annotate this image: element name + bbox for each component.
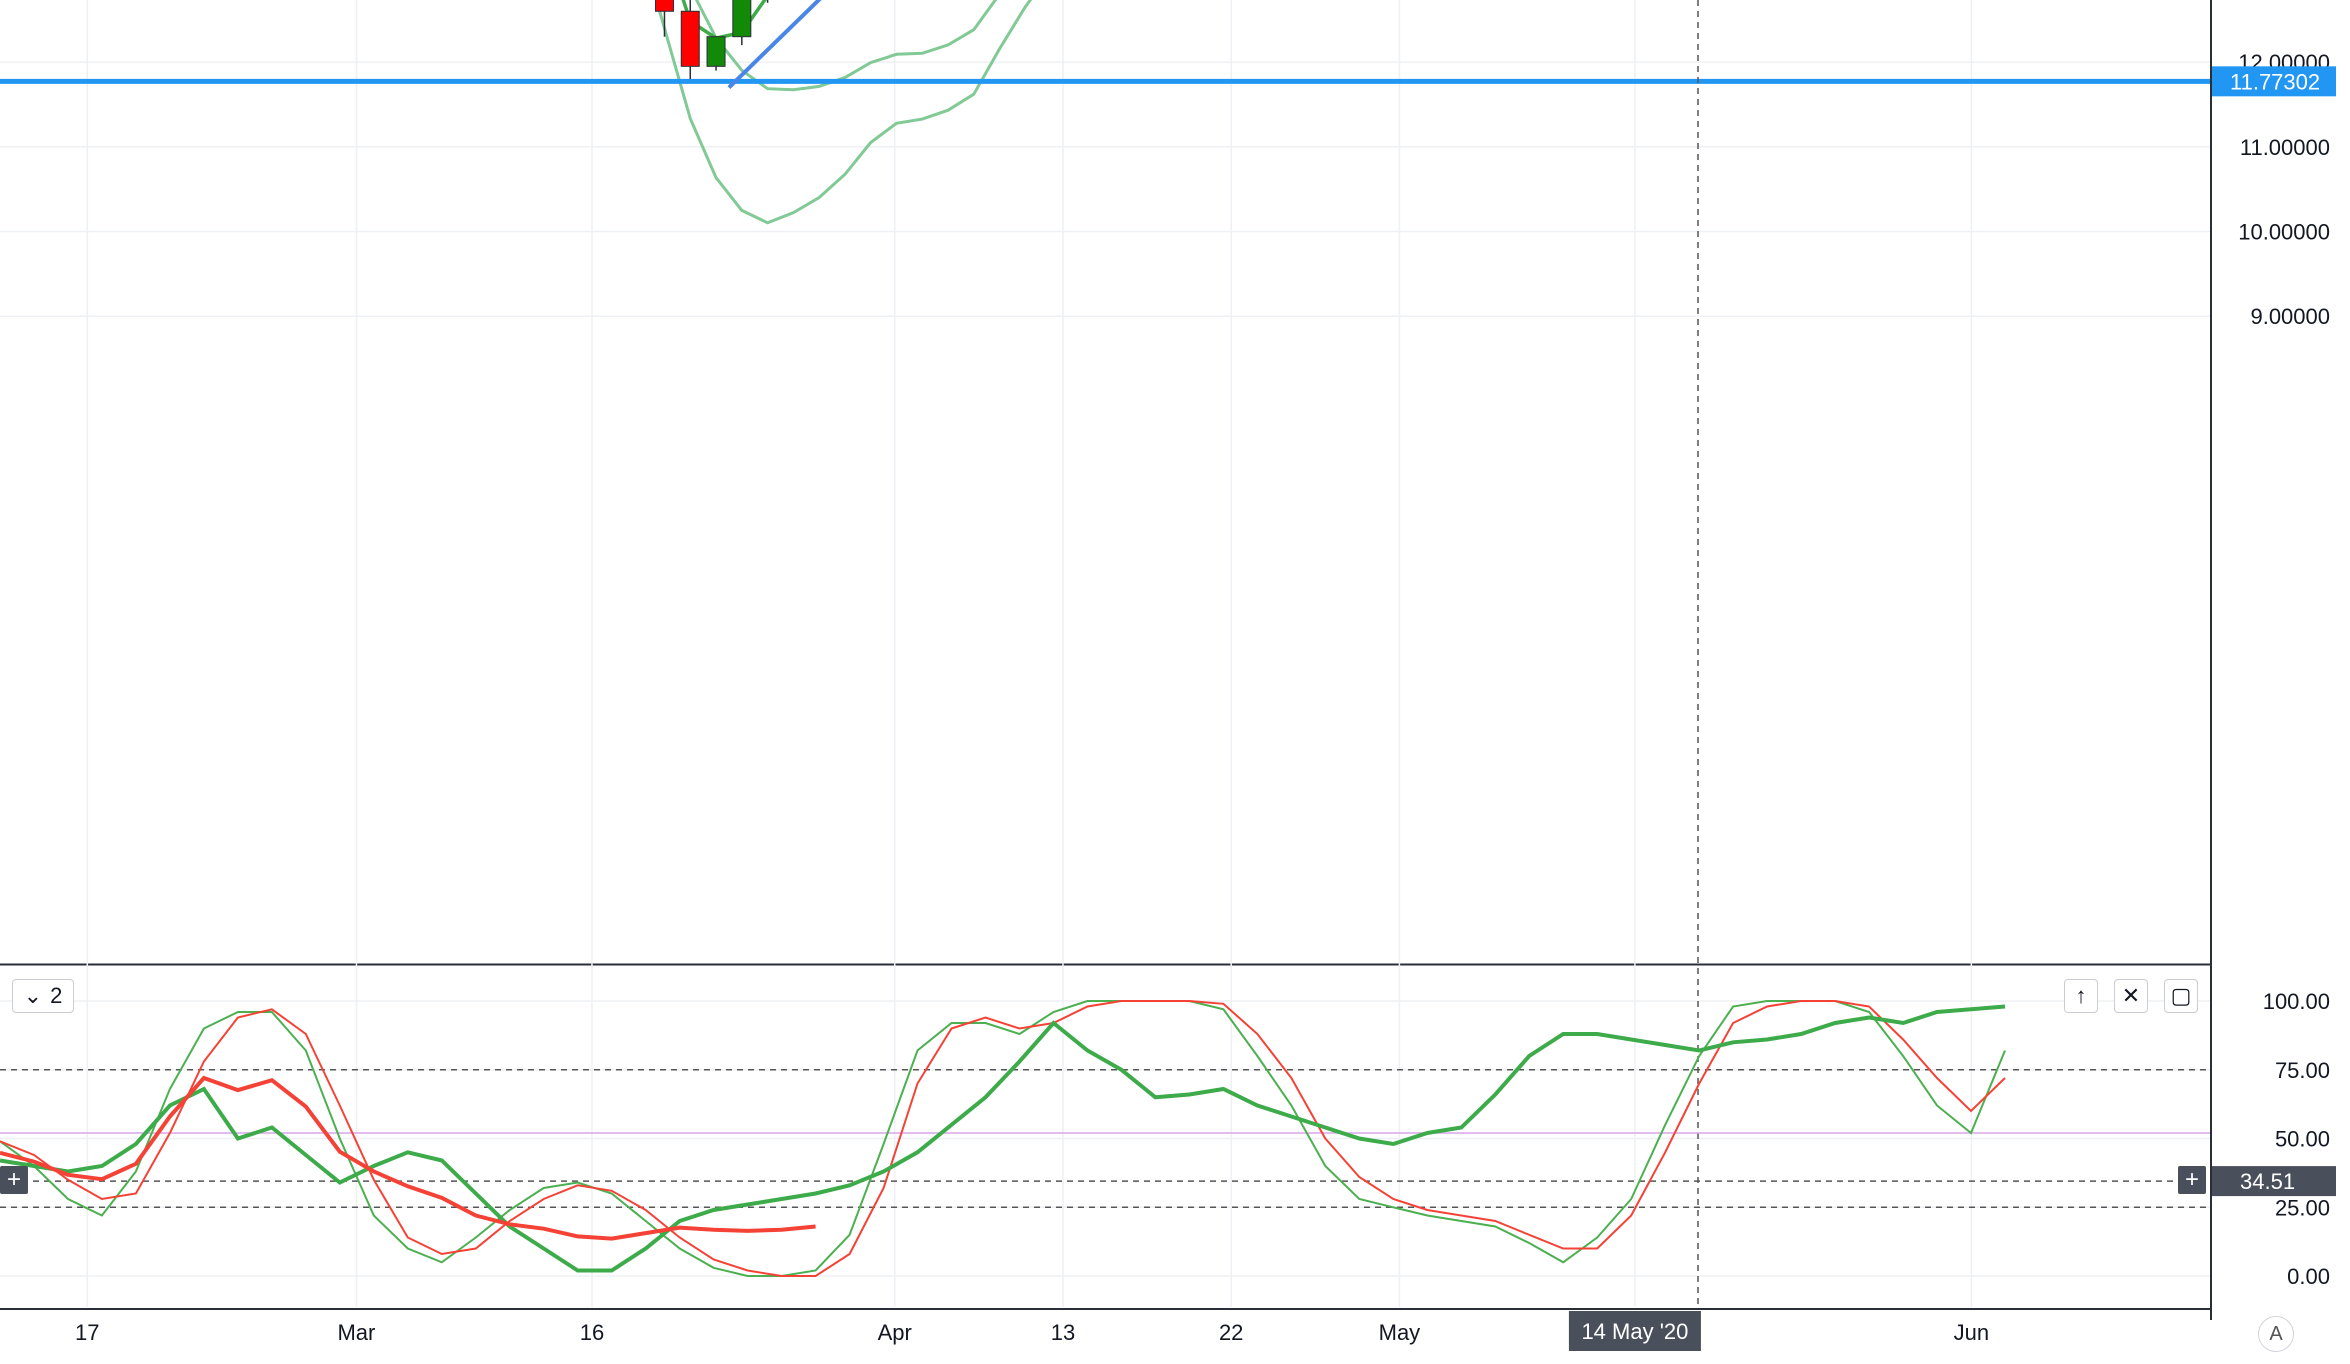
arrow-up-icon: ↑ <box>2075 983 2087 1008</box>
time-tick-label: Mar <box>337 1320 375 1345</box>
price-tick-label: 10.00000 <box>2238 220 2330 245</box>
candle-up <box>706 36 726 67</box>
oscillator-legend[interactable]: ⌄ 2 <box>12 979 74 1013</box>
oscillator: 100.00 75.00 50.00 25.00 0.00 34.51 <box>0 989 2336 1289</box>
candle-down <box>680 10 700 67</box>
candle-up <box>732 0 752 38</box>
trend-line-1 <box>727 0 822 89</box>
oscillator-tick-label: 100.00 <box>2263 989 2330 1014</box>
stoch-d-line <box>0 1000 2006 1277</box>
maximize-pane-button[interactable]: ▢ <box>2164 979 2198 1013</box>
price-label-badge <box>2212 66 2336 97</box>
price-tick-label: 11.00000 <box>2240 135 2330 160</box>
time-axis: 17 Mar 16 Apr 13 22 May 14 May '20 Jun <box>75 1311 1989 1351</box>
time-tick-label: 22 <box>1219 1320 1243 1345</box>
auto-scale-button[interactable]: A <box>2258 1316 2294 1352</box>
close-pane-button[interactable]: ✕ <box>2114 979 2148 1013</box>
plus-icon: + <box>2184 1166 2199 1193</box>
crosshair-date-text: 14 May '20 <box>1581 1319 1688 1344</box>
time-tick-label: Jun <box>1954 1320 1989 1345</box>
oscillator-legend-value: 2 <box>50 983 63 1008</box>
move-pane-up-button[interactable]: ↑ <box>2064 979 2098 1013</box>
lower-band-outer <box>654 0 1033 225</box>
plus-icon: + <box>6 1166 21 1193</box>
add-right-button[interactable]: + <box>2178 1166 2206 1194</box>
time-tick-label: 17 <box>75 1320 99 1345</box>
time-tick-label: 16 <box>580 1320 604 1345</box>
time-tick-label: May <box>1379 1320 1421 1345</box>
price-label-text: 11.77302 <box>2230 69 2320 94</box>
price-tick-label: 9.00000 <box>2250 304 2330 329</box>
maximize-icon: ▢ <box>2170 983 2192 1008</box>
time-tick-label: Apr <box>878 1320 912 1345</box>
oscillator-tick-label: 0.00 <box>2287 1264 2330 1289</box>
candle-down <box>654 0 674 12</box>
oscillator-value-text: 34.51 <box>2240 1169 2295 1194</box>
auto-scale-label: A <box>2269 1322 2283 1345</box>
chevron-down-icon: ⌄ <box>23 983 43 1008</box>
oscillator-tick-label: 75.00 <box>2275 1058 2330 1083</box>
stoch-k-line <box>0 1000 2006 1277</box>
rsi-line <box>0 1004 2006 1273</box>
horizontal-lines <box>0 78 2210 84</box>
candles <box>654 0 769 80</box>
indicator-bands <box>654 0 1033 225</box>
add-left-button[interactable]: + <box>0 1166 28 1194</box>
time-tick-label: 13 <box>1051 1320 1075 1345</box>
close-icon: ✕ <box>2121 983 2141 1008</box>
rsi-red-line <box>0 1075 816 1241</box>
crosshair-date-badge <box>1568 1311 1701 1351</box>
oscillator-value-badge <box>2212 1166 2336 1197</box>
oscillator-tick-label: 25.00 <box>2275 1195 2330 1220</box>
price-axis: 9.0000010.0000011.0000012.0000013.000001… <box>2212 50 2336 329</box>
oscillator-tick-label: 50.00 <box>2275 1127 2330 1152</box>
